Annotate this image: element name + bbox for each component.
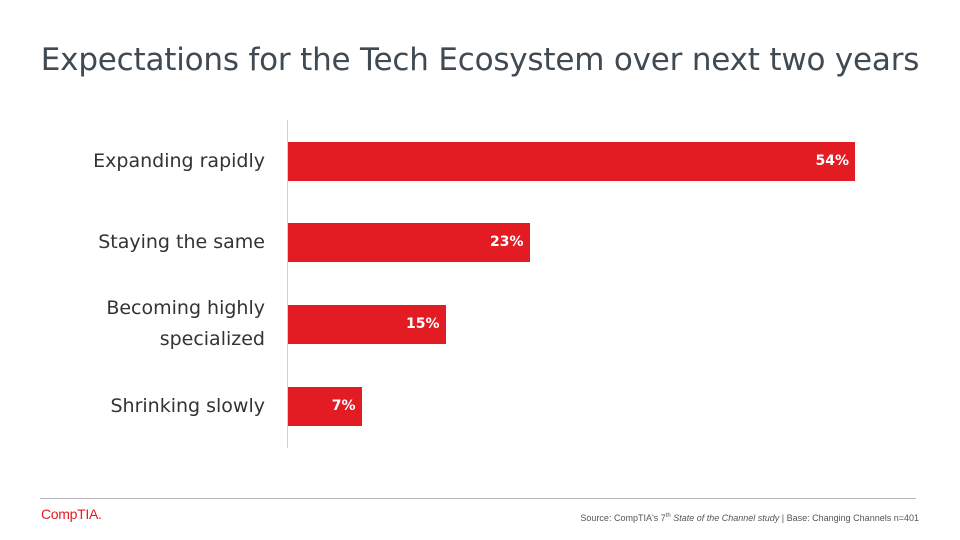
bar-value-label: 15%	[405, 315, 440, 332]
comptia-logo: CompTIA.	[41, 506, 102, 522]
category-label: Expanding rapidly	[93, 146, 265, 177]
category-label-line: specialized	[159, 328, 265, 350]
category-axis-line	[287, 120, 288, 448]
source-superscript: th	[665, 513, 671, 519]
source-study: State of the Channel study	[673, 513, 780, 523]
category-label-line: Staying the same	[98, 230, 265, 253]
bar-value-label: 23%	[489, 233, 524, 250]
chart-title: Expectations for the Tech Ecosystem over…	[40, 42, 920, 78]
bar-2	[288, 222, 530, 262]
category-label: Staying the same	[98, 227, 265, 258]
category-label: Becoming highly specialized	[106, 293, 265, 355]
bar-1	[288, 141, 855, 181]
source-prefix: Source: CompTIA's 7	[580, 513, 666, 523]
source-note: Source: CompTIA's 7th State of the Chann…	[580, 513, 919, 523]
source-suffix: | Base: Changing Channels n=401	[781, 513, 919, 523]
bar-3	[288, 304, 446, 344]
category-label-line: Becoming highly	[106, 297, 265, 319]
footer-divider	[40, 498, 916, 499]
category-label: Shrinking slowly	[110, 391, 265, 422]
category-label-line: Shrinking slowly	[110, 394, 265, 417]
bar-value-label: 7%	[331, 397, 356, 414]
bar-4	[288, 386, 362, 426]
bar-value-label: 54%	[815, 152, 849, 169]
category-label-line: Expanding rapidly	[93, 149, 265, 172]
